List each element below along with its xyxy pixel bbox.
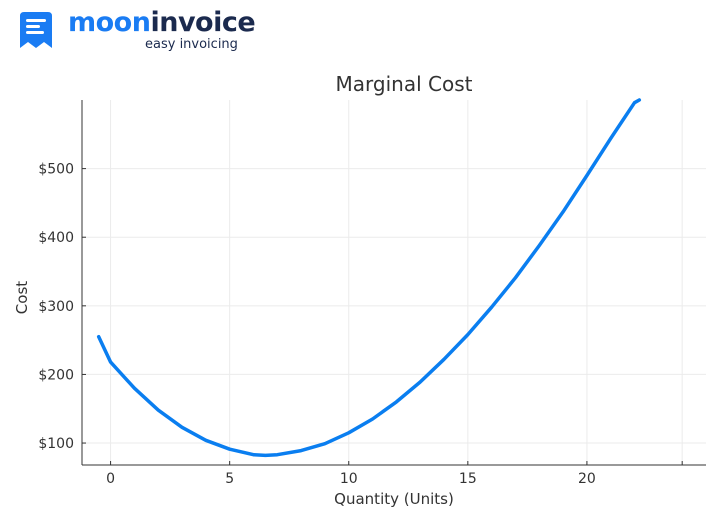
series-layer xyxy=(96,98,642,458)
y-tick-label: $200 xyxy=(38,367,74,383)
labels-layer: 0 5 10 15 20 $100 $200 $300 $400 $500 Marginal Cos… xyxy=(13,72,596,508)
brand-name-part-1: moon xyxy=(68,7,151,38)
y-axis-label: Cost xyxy=(13,281,31,314)
invoice-document-icon xyxy=(20,12,52,48)
brand-name-part-2: invoice xyxy=(150,7,256,38)
x-tick-label: 10 xyxy=(340,471,358,487)
grid-layer xyxy=(82,100,706,465)
x-tick-label: 15 xyxy=(459,471,477,487)
brand-name: mooninvoice xyxy=(68,7,256,38)
x-axis-label: Quantity (Units) xyxy=(334,490,454,508)
y-tick-label: $100 xyxy=(38,436,74,452)
y-tick-label: $400 xyxy=(38,230,74,246)
axes-layer xyxy=(81,100,706,466)
x-tick-label: 20 xyxy=(578,471,596,487)
x-tick-label: 0 xyxy=(106,471,115,487)
chart-title: Marginal Cost xyxy=(336,72,473,96)
y-tick-label: $500 xyxy=(38,162,74,178)
x-tick-label: 5 xyxy=(225,471,234,487)
brand-logo: mooninvoice easy invoicing xyxy=(18,8,258,54)
series-line xyxy=(96,98,642,458)
y-tick-label: $300 xyxy=(38,299,74,315)
brand-tagline: easy invoicing xyxy=(145,37,238,52)
